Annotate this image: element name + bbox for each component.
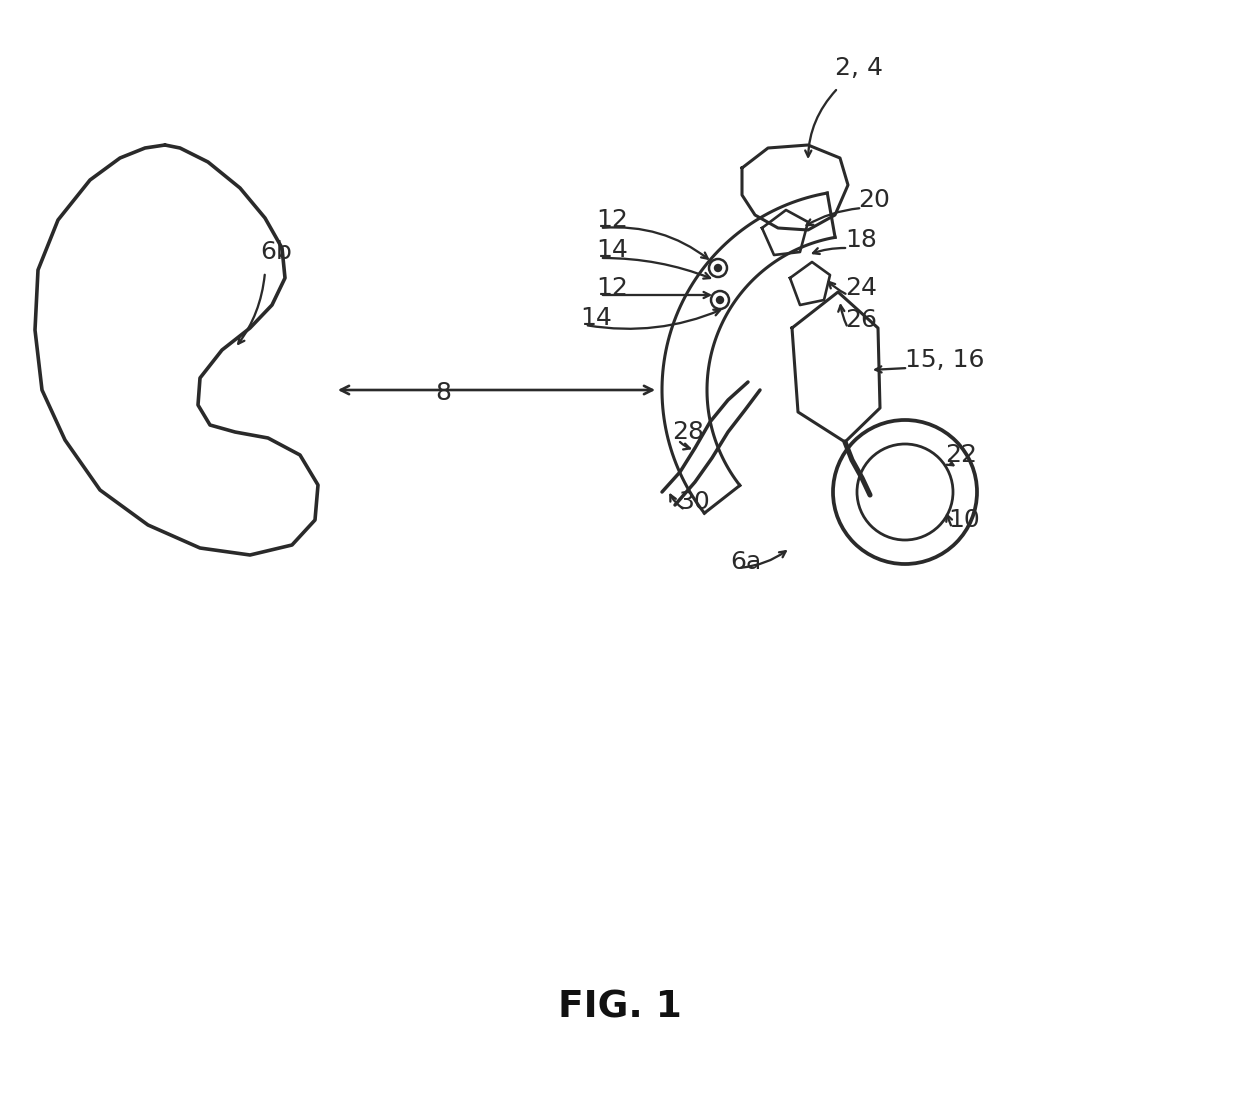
Text: 26: 26: [844, 307, 877, 332]
Text: 6b: 6b: [260, 240, 291, 264]
Text: FIG. 1: FIG. 1: [558, 990, 682, 1026]
Text: 14: 14: [580, 306, 611, 329]
Text: 30: 30: [678, 490, 709, 514]
Text: 15, 16: 15, 16: [905, 348, 985, 372]
Text: 24: 24: [844, 276, 877, 300]
Text: 12: 12: [596, 208, 627, 233]
Text: 22: 22: [945, 443, 977, 467]
Text: 2, 4: 2, 4: [835, 56, 883, 80]
Circle shape: [714, 264, 722, 271]
Text: 14: 14: [596, 238, 627, 262]
Text: 6a: 6a: [730, 550, 761, 574]
Circle shape: [717, 296, 723, 303]
Text: 28: 28: [672, 420, 704, 444]
Text: 8: 8: [435, 381, 451, 406]
Text: 10: 10: [949, 508, 980, 532]
Text: 12: 12: [596, 276, 627, 300]
Text: 20: 20: [858, 188, 890, 212]
Text: 18: 18: [844, 228, 877, 252]
